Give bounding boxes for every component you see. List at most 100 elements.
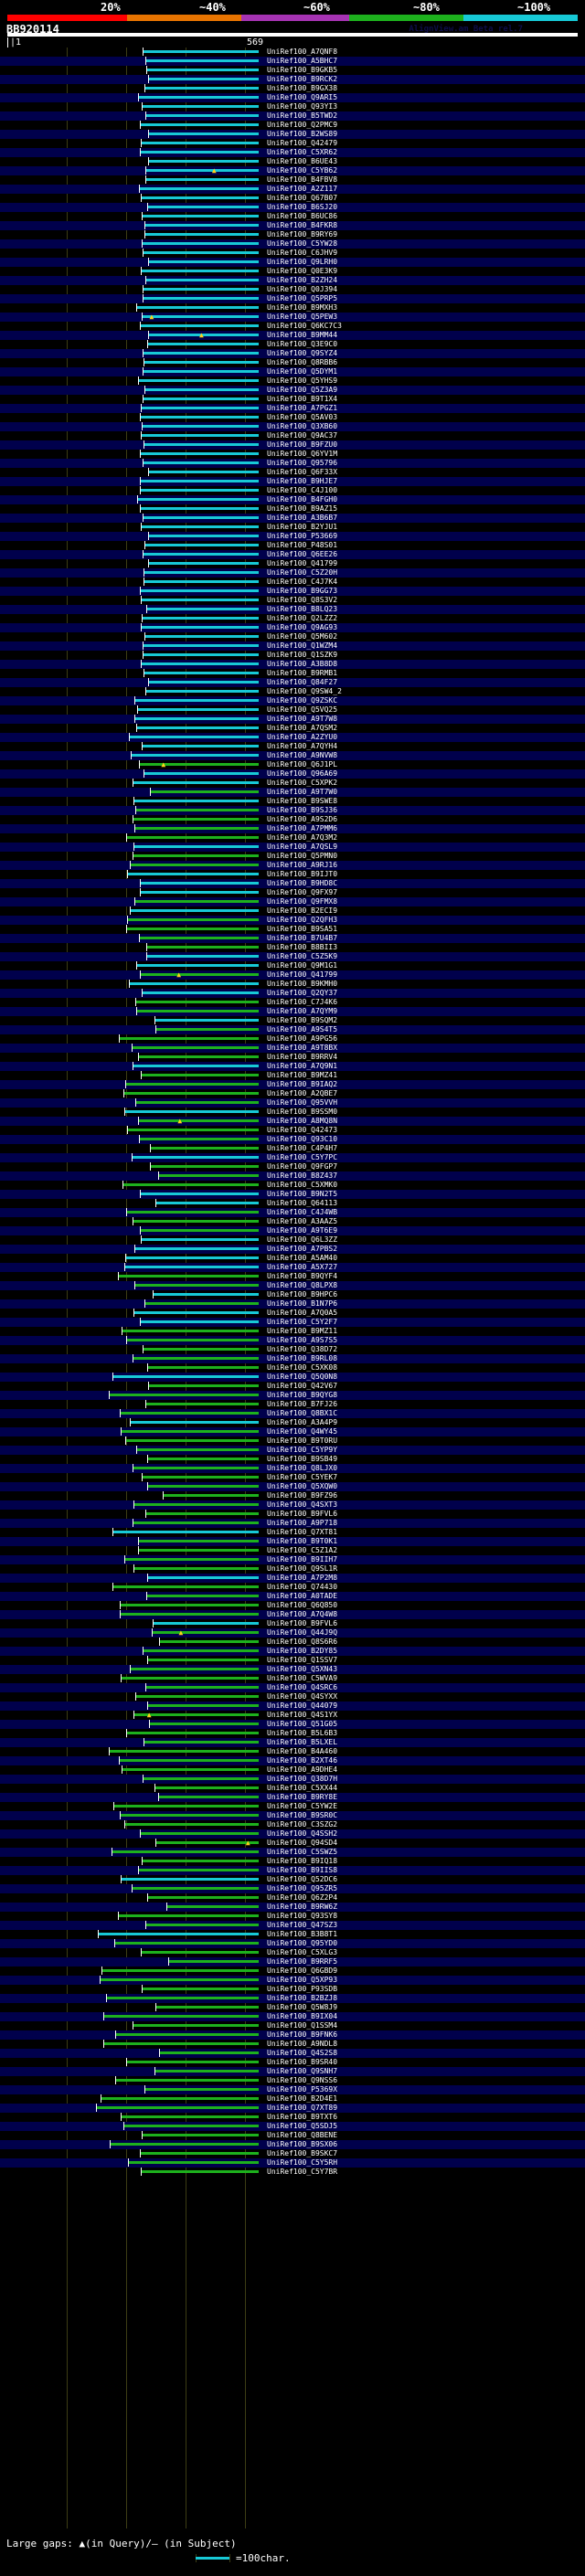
alignment-bar[interactable] <box>136 498 259 501</box>
alignment-bar[interactable] <box>133 900 259 903</box>
hit-label[interactable]: UniRef100_B9SX06 <box>267 2140 338 2148</box>
alignment-bar[interactable] <box>140 589 259 592</box>
alignment-row[interactable]: UniRef100_Q9SNH7 <box>0 2067 585 2076</box>
alignment-row[interactable]: ▲ UniRef100_B9MM44 <box>0 331 585 340</box>
alignment-row[interactable]: UniRef100_C5WVA9 <box>0 1674 585 1683</box>
alignment-bar[interactable] <box>101 1969 259 1972</box>
hit-label[interactable]: UniRef100_A2QBE7 <box>267 1089 338 1097</box>
alignment-bar[interactable] <box>135 726 259 729</box>
hit-label[interactable]: UniRef100_Q9M1G1 <box>267 961 338 970</box>
hit-label[interactable]: UniRef100_A7QYH4 <box>267 742 338 750</box>
alignment-bar[interactable] <box>118 1275 259 1277</box>
alignment-bar[interactable] <box>142 251 259 254</box>
alignment-bar[interactable] <box>137 1549 259 1552</box>
alignment-row[interactable]: UniRef100_A9RJ16 <box>0 861 585 870</box>
alignment-row[interactable]: UniRef100_B9T0K1 <box>0 1537 585 1546</box>
alignment-row[interactable]: UniRef100_B9IAQ2 <box>0 1080 585 1089</box>
alignment-row[interactable]: UniRef100_C5Y7BR <box>0 2168 585 2177</box>
alignment-bar[interactable] <box>126 873 259 875</box>
hit-label[interactable]: UniRef100_C4J7K4 <box>267 578 338 586</box>
alignment-row[interactable]: UniRef100_Q5W8J9 <box>0 2003 585 2012</box>
hit-label[interactable]: UniRef100_A5X727 <box>267 1263 338 1271</box>
hit-label[interactable]: UniRef100_B9IX04 <box>267 2012 338 2020</box>
alignment-bar[interactable] <box>140 142 259 144</box>
alignment-bar[interactable] <box>124 1256 259 1259</box>
alignment-bar[interactable] <box>150 790 259 793</box>
alignment-row[interactable]: UniRef100_B9GG73 <box>0 587 585 596</box>
hit-label[interactable]: UniRef100_A5BHC7 <box>267 57 338 65</box>
alignment-row[interactable]: UniRef100_C5XMK0 <box>0 1181 585 1190</box>
hit-label[interactable]: UniRef100_A7Q0A5 <box>267 1309 338 1317</box>
alignment-bar[interactable] <box>133 1503 259 1506</box>
hit-label[interactable]: UniRef100_Q9SL1R <box>267 1564 338 1573</box>
alignment-bar[interactable] <box>154 1028 259 1031</box>
alignment-row[interactable]: UniRef100_Q9SW4_2 <box>0 687 585 696</box>
alignment-row[interactable]: UniRef100_Q95ZR5 <box>0 1884 585 1893</box>
alignment-bar[interactable] <box>144 1512 259 1515</box>
hit-label[interactable]: UniRef100_C5YW28 <box>267 239 338 248</box>
alignment-bar[interactable] <box>154 1019 259 1022</box>
alignment-bar[interactable] <box>140 1193 259 1195</box>
hit-label[interactable]: UniRef100_B5LXEL <box>267 1738 338 1746</box>
hit-label[interactable]: UniRef100_A9NDL8 <box>267 2040 338 2048</box>
hit-label[interactable]: UniRef100_B9GKB5 <box>267 66 338 74</box>
alignment-row[interactable]: UniRef100_B9FZ96 <box>0 1491 585 1500</box>
alignment-bar[interactable] <box>148 1384 259 1387</box>
alignment-row[interactable]: ▲ UniRef100_Q41799 <box>0 970 585 980</box>
hit-label[interactable]: UniRef100_P53669 <box>267 532 338 540</box>
alignment-bar[interactable] <box>112 1375 259 1378</box>
alignment-row[interactable]: UniRef100_A7QYH4 <box>0 742 585 751</box>
hit-label[interactable]: UniRef100_B9N2T5 <box>267 1190 338 1198</box>
hit-label[interactable]: UniRef100_Q84F27 <box>267 678 338 686</box>
hit-label[interactable]: UniRef100_C5XPK2 <box>267 779 338 787</box>
alignment-row[interactable]: UniRef100_B5TWD2 <box>0 111 585 121</box>
hit-label[interactable]: UniRef100_Q8RBB6 <box>267 358 338 366</box>
alignment-row[interactable]: UniRef100_B8LQ23 <box>0 605 585 614</box>
hit-label[interactable]: UniRef100_A7PMM6 <box>267 824 338 832</box>
alignment-bar[interactable] <box>140 599 259 601</box>
alignment-row[interactable]: UniRef100_A5AM40 <box>0 1254 585 1263</box>
hit-label[interactable]: UniRef100_Q95YD0 <box>267 1939 338 1947</box>
alignment-row[interactable]: UniRef100_Q2QY37 <box>0 989 585 998</box>
hit-label[interactable]: UniRef100_B9FNK6 <box>267 2030 338 2039</box>
alignment-bar[interactable] <box>139 151 259 154</box>
alignment-row[interactable]: UniRef100_Q9AG93 <box>0 623 585 632</box>
alignment-bar[interactable] <box>109 2143 259 2146</box>
alignment-row[interactable]: UniRef100_C5Z20H <box>0 568 585 578</box>
alignment-bar[interactable] <box>100 1978 259 1981</box>
hit-label[interactable]: UniRef100_B9HPC6 <box>267 1290 338 1299</box>
alignment-bar[interactable] <box>138 379 259 382</box>
alignment-row[interactable]: UniRef100_Q5PMN0 <box>0 852 585 861</box>
alignment-bar[interactable] <box>146 1458 259 1460</box>
alignment-row[interactable]: UniRef100_Q0J394 <box>0 285 585 294</box>
alignment-row[interactable]: ▲ UniRef100_Q5PEW3 <box>0 313 585 322</box>
alignment-bar[interactable] <box>143 297 259 300</box>
alignment-bar[interactable] <box>126 1732 259 1734</box>
hit-label[interactable]: UniRef100_B7FJ26 <box>267 1400 338 1408</box>
alignment-bar[interactable] <box>124 1266 259 1268</box>
alignment-bar[interactable] <box>133 1521 259 1524</box>
hit-label[interactable]: UniRef100_Q42473 <box>267 1126 338 1134</box>
alignment-bar[interactable] <box>141 1476 259 1479</box>
hit-label[interactable]: UniRef100_B9SQM2 <box>267 1016 338 1024</box>
hit-label[interactable]: UniRef100_Q3E9C0 <box>267 340 338 348</box>
hit-label[interactable]: UniRef100_A9DHE4 <box>267 1765 338 1774</box>
hit-label[interactable]: UniRef100_B7U4B7 <box>267 934 338 942</box>
alignment-row[interactable]: UniRef100_Q6KC7C3 <box>0 322 585 331</box>
hit-label[interactable]: UniRef100_Q5XP93 <box>267 1976 338 1984</box>
hit-label[interactable]: UniRef100_B9RRV4 <box>267 1053 338 1061</box>
alignment-bar[interactable] <box>139 1320 259 1323</box>
alignment-row[interactable]: UniRef100_C5XK08 <box>0 1363 585 1373</box>
hit-label[interactable]: UniRef100_Q44J9Q <box>267 1628 338 1637</box>
hit-label[interactable]: UniRef100_C5Y7BR <box>267 2168 338 2176</box>
alignment-row[interactable]: UniRef100_B9RMB1 <box>0 669 585 678</box>
alignment-row[interactable]: UniRef100_Q64113 <box>0 1199 585 1208</box>
alignment-bar[interactable] <box>144 544 259 546</box>
alignment-bar[interactable] <box>118 1759 259 1762</box>
alignment-bar[interactable] <box>133 1247 259 1250</box>
alignment-row[interactable]: UniRef100_Q95YD0 <box>0 1939 585 1948</box>
hit-label[interactable]: UniRef100_Q9LRH0 <box>267 258 338 266</box>
alignment-bar[interactable] <box>129 736 259 738</box>
alignment-row[interactable]: UniRef100_Q3XB60 <box>0 422 585 431</box>
alignment-row[interactable]: UniRef100_Q5DYM1 <box>0 367 585 376</box>
